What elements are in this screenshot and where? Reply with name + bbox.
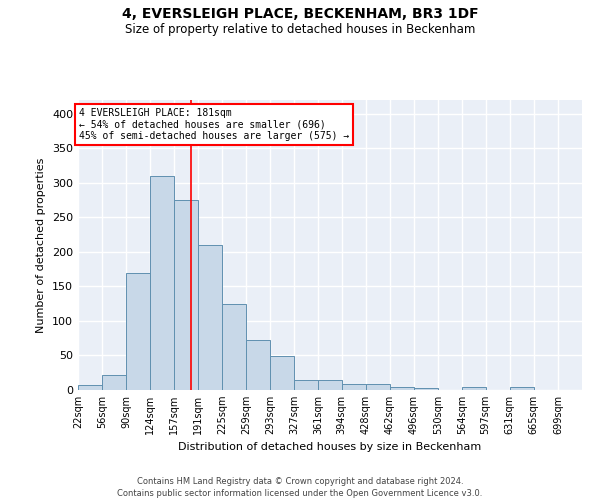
Bar xyxy=(509,387,534,390)
Bar xyxy=(341,384,366,390)
Text: 4 EVERSLEIGH PLACE: 181sqm
← 54% of detached houses are smaller (696)
45% of sem: 4 EVERSLEIGH PLACE: 181sqm ← 54% of deta… xyxy=(79,108,349,142)
Bar xyxy=(270,356,294,390)
Bar xyxy=(173,200,198,390)
Bar xyxy=(462,387,485,390)
Text: Size of property relative to detached houses in Beckenham: Size of property relative to detached ho… xyxy=(125,22,475,36)
Bar xyxy=(246,340,270,390)
Bar xyxy=(414,388,438,390)
Text: Contains public sector information licensed under the Open Government Licence v3: Contains public sector information licen… xyxy=(118,489,482,498)
Text: Contains HM Land Registry data © Crown copyright and database right 2024.: Contains HM Land Registry data © Crown c… xyxy=(137,478,463,486)
Y-axis label: Number of detached properties: Number of detached properties xyxy=(37,158,46,332)
Bar xyxy=(151,176,173,390)
Bar xyxy=(126,272,151,390)
Bar xyxy=(319,380,341,390)
Bar xyxy=(366,384,390,390)
Bar xyxy=(390,387,414,390)
Bar xyxy=(222,304,246,390)
Text: 4, EVERSLEIGH PLACE, BECKENHAM, BR3 1DF: 4, EVERSLEIGH PLACE, BECKENHAM, BR3 1DF xyxy=(122,8,478,22)
Bar xyxy=(102,375,126,390)
Bar xyxy=(78,385,102,390)
Text: Distribution of detached houses by size in Beckenham: Distribution of detached houses by size … xyxy=(178,442,482,452)
Bar xyxy=(198,245,222,390)
Bar xyxy=(294,380,319,390)
